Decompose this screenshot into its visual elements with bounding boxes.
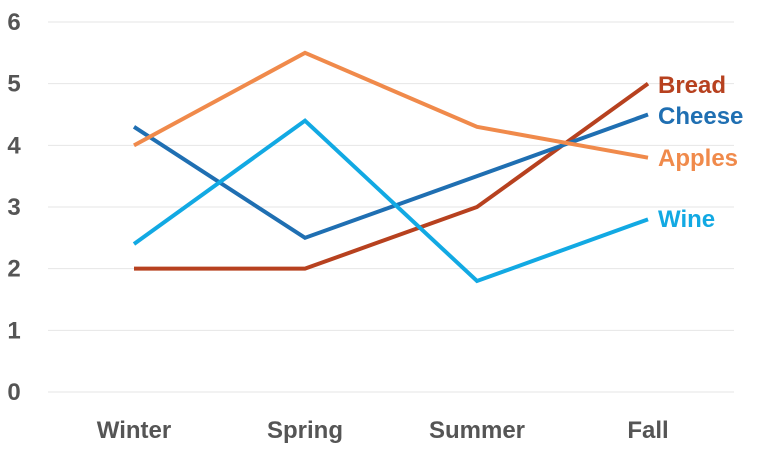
x-tick-label: Fall xyxy=(627,417,668,444)
x-tick-label: Winter xyxy=(97,417,171,444)
y-tick-label: 4 xyxy=(7,132,21,159)
series-labels: Bread Cheese Apples Wine xyxy=(658,72,743,233)
series-lines xyxy=(132,50,650,284)
series-line-apples xyxy=(133,50,649,160)
y-tick-label: 3 xyxy=(7,194,20,221)
x-axis-tick-labels: Winter Spring Summer Fall xyxy=(97,417,669,444)
series-line-wine xyxy=(132,118,649,284)
y-tick-label: 1 xyxy=(7,317,20,344)
y-tick-label: 5 xyxy=(7,71,20,98)
y-axis-tick-labels: 0 1 2 3 4 5 6 xyxy=(7,9,21,406)
x-tick-label: Summer xyxy=(429,417,525,444)
series-label-apples: Apples xyxy=(658,145,738,172)
series-label-wine: Wine xyxy=(658,206,715,233)
y-tick-label: 0 xyxy=(7,379,20,406)
series-label-bread: Bread xyxy=(658,72,726,99)
series-line-cheese xyxy=(132,112,649,241)
y-tick-label: 2 xyxy=(7,256,20,283)
series-label-cheese: Cheese xyxy=(658,103,743,130)
x-tick-label: Spring xyxy=(267,417,343,444)
y-tick-label: 6 xyxy=(7,9,20,36)
